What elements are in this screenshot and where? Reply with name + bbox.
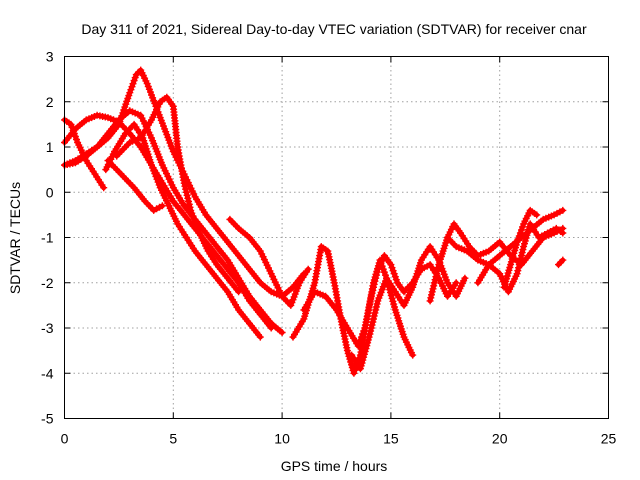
series-arc-15 (500, 206, 541, 291)
x-tick-label: 25 (601, 431, 617, 447)
series-markers (104, 157, 166, 214)
series-arc-2 (61, 111, 275, 332)
x-tick-label: 10 (274, 431, 290, 447)
y-tick-label: -5 (41, 411, 54, 427)
y-tick-label: 1 (46, 139, 54, 155)
x-tick-label: 20 (492, 431, 508, 447)
y-tick-label: 2 (46, 94, 54, 110)
ticks: 0 5 10 15 20 25 -5 -4 -3 -2 -1 0 1 2 3 (41, 49, 616, 447)
x-tick-label: 15 (383, 431, 399, 447)
chart-title: Day 311 of 2021, Sidereal Day-to-day VTE… (81, 21, 587, 37)
y-tick-label: -2 (41, 275, 54, 291)
y-tick-label: 0 (46, 184, 54, 200)
series-arc-6 (113, 93, 243, 296)
series-markers (226, 215, 312, 309)
x-tick-label: 0 (61, 431, 69, 447)
x-tick-label: 5 (169, 431, 177, 447)
series-markers (113, 93, 243, 296)
series-arc-14 (474, 220, 567, 296)
x-axis-label: GPS time / hours (281, 458, 388, 474)
series-arc-10 (300, 252, 460, 350)
series-arc-8 (226, 215, 312, 309)
y-tick-label: -4 (41, 365, 54, 381)
series-markers (61, 111, 275, 332)
series-arc-7 (104, 157, 166, 214)
y-axis-label: SDTVAR / TECUs (7, 182, 23, 294)
series-arc-5 (102, 120, 264, 341)
series-arc-16 (555, 256, 567, 269)
y-tick-label: 3 (46, 49, 54, 65)
y-tick-label: -1 (41, 230, 54, 246)
series-markers (474, 220, 567, 296)
y-tick-label: -3 (41, 320, 54, 336)
series-markers (500, 206, 541, 291)
series-markers (555, 256, 567, 269)
series-layer (61, 66, 567, 377)
